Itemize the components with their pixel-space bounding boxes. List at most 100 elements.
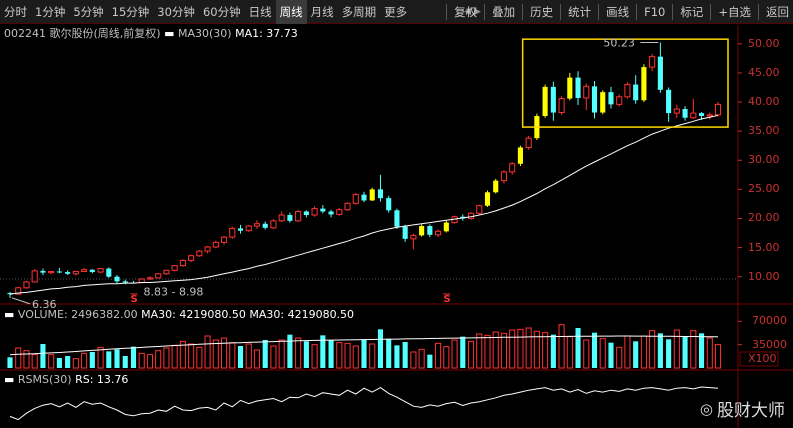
candle-body (204, 246, 211, 252)
candle-body (682, 109, 688, 118)
rs-line (9, 386, 719, 421)
volume-bar (435, 342, 442, 369)
main-info-line: 002241 歌尔股份(周线,前复权) ▬ MA30(30) MA1: 37.7… (4, 27, 298, 41)
volume-bar (179, 340, 186, 369)
volume-bar (591, 332, 598, 368)
chevron-left-icon[interactable]: ◀ (464, 6, 471, 17)
volume-bar (682, 336, 688, 368)
volume-bar (229, 342, 236, 369)
volume-bar (484, 334, 491, 369)
volume-unit-label: X100 (748, 352, 777, 365)
volume-bar (220, 337, 228, 369)
rsms-value: RS: 13.76 (75, 373, 129, 386)
volume-bar (188, 343, 195, 369)
candle-body (714, 103, 722, 116)
volume-title: VOLUME: 2496382.00 (17, 308, 138, 321)
chevron-right-icon[interactable]: ▶ (474, 6, 481, 17)
high-price-label: 50.23 (603, 36, 635, 49)
range-label: 8.83 - 8.98 (143, 286, 203, 299)
period-tabs: 分时 1分钟 5分钟 15分钟 30分钟 60分钟 日线 周线 月线 多周期 更多 (0, 0, 470, 24)
period-tab[interactable]: 多周期 (341, 4, 377, 19)
period-tab[interactable]: 1分钟 (35, 4, 66, 19)
candle-body (220, 236, 228, 243)
volume-bar (89, 352, 95, 368)
candle-body (633, 84, 639, 101)
candle-body (567, 77, 573, 99)
candle-body (287, 214, 293, 221)
highlight-box (521, 38, 729, 128)
volume-bar (427, 354, 433, 368)
tool-button[interactable]: 叠加 (492, 5, 516, 19)
volume-bar (443, 346, 450, 369)
period-tab[interactable]: 更多 (384, 4, 408, 19)
volume-bar (253, 349, 261, 369)
y-tick-label: 20.00 (748, 211, 780, 225)
volume-bar (583, 339, 590, 369)
y-tick-label: 40.00 (748, 95, 780, 109)
candle-body (72, 270, 79, 275)
period-tab[interactable]: 5分钟 (73, 4, 104, 19)
candle-body (179, 259, 186, 267)
volume-bar (311, 344, 318, 369)
tool-button[interactable]: 历史 (530, 5, 554, 19)
tool-button[interactable]: F10 (644, 5, 666, 19)
toolbar-separator (672, 4, 674, 20)
volume-bar (542, 332, 549, 369)
tool-button[interactable]: +自选 (718, 5, 751, 19)
volume-bar (295, 337, 302, 369)
candle-body (600, 92, 606, 113)
candle-body (328, 211, 334, 215)
candle-body (698, 113, 705, 117)
period-tab[interactable]: 日线 (248, 4, 272, 19)
candle-body (262, 223, 268, 228)
period-tab[interactable]: 月线 (310, 4, 334, 19)
watermark-text: 股财大师 (717, 401, 785, 421)
volume-bar (467, 340, 475, 369)
tool-button[interactable]: 标记 (680, 5, 704, 19)
volume-ma-line (9, 335, 718, 356)
toolbar-separator (446, 4, 448, 20)
toolbar-separator (598, 4, 600, 20)
volume-unit-box (739, 351, 779, 367)
tool-button[interactable]: 统计 (568, 5, 592, 19)
period-tab[interactable]: 30分钟 (157, 4, 195, 19)
volume-bar (517, 328, 524, 369)
candle-body (369, 189, 375, 201)
candle-body (525, 137, 532, 148)
volume-bar (31, 354, 38, 369)
volume-bar (56, 358, 62, 368)
candle-body (163, 269, 170, 275)
candle-body (270, 220, 277, 229)
volume-bar (15, 347, 22, 369)
candle-body (31, 270, 38, 283)
volume-bar (666, 339, 672, 368)
tool-button[interactable]: 返回 (766, 5, 789, 19)
volume-bar (640, 335, 647, 369)
tool-button[interactable]: 画线 (606, 5, 630, 19)
stock-code: 002241 (4, 27, 46, 40)
tool-buttons: 复权 叠加 历史 统计 画线 F10 标记 +自选 返回 (443, 0, 793, 24)
volume-bar (155, 350, 162, 369)
candle-body (673, 108, 680, 114)
period-tab[interactable]: 周线 (275, 0, 307, 24)
volume-bar (451, 339, 458, 369)
candle-body (542, 86, 548, 117)
ma30-line (9, 114, 719, 295)
volume-bar (533, 330, 540, 369)
candle-body (583, 85, 590, 99)
stock-name: 歌尔股份(周线,前复权) (49, 27, 161, 40)
period-tab[interactable]: 分时 (4, 4, 27, 19)
candle-body (476, 205, 483, 214)
candle-body (608, 92, 614, 105)
candle-body (509, 163, 516, 173)
y-tick-label: 10.00 (748, 269, 780, 283)
volume-bar (278, 339, 285, 369)
candle-body (550, 86, 556, 113)
volume-bar (714, 344, 722, 369)
period-tab[interactable]: 60分钟 (202, 4, 241, 19)
period-tab[interactable]: 15分钟 (111, 4, 150, 19)
volume-bar (196, 346, 203, 369)
tool-button[interactable]: 复权 (454, 5, 478, 19)
candle-body (344, 202, 351, 211)
